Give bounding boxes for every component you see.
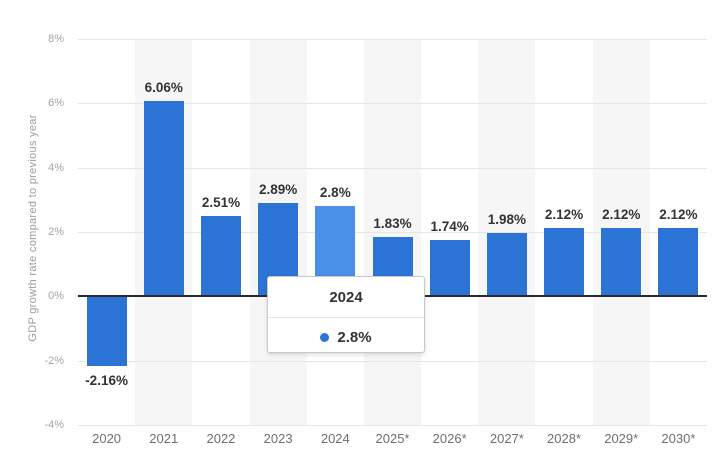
bar-value-label: 2.12% — [659, 207, 698, 223]
x-axis-label: 2021 — [149, 431, 179, 446]
bar-value-label: 2.12% — [544, 207, 584, 223]
y-tick-label: 8% — [48, 33, 64, 45]
x-axis-label: 2028* — [547, 431, 582, 446]
tooltip: 2024 2.8% — [267, 276, 425, 353]
x-axis-label: 2024 — [320, 431, 350, 446]
bar-value-label: 6.06% — [144, 80, 183, 96]
x-axis-label: 2030* — [661, 431, 696, 446]
x-axis-label: 2022 — [206, 431, 236, 446]
bar-2029[interactable] — [601, 228, 642, 297]
bar-value-label: -2.16% — [85, 372, 128, 388]
tooltip-value-row: 2.8% — [268, 318, 424, 346]
bar-2022[interactable] — [200, 215, 241, 297]
x-axis-label: 2025* — [375, 431, 410, 446]
bar-2027[interactable] — [486, 232, 527, 297]
bar-value-label: 2.89% — [258, 182, 298, 198]
bar-value-label: 2.12% — [602, 207, 641, 223]
gridline — [78, 103, 707, 105]
y-tick-label: 6% — [48, 97, 64, 110]
x-axis-label: 2026* — [432, 431, 467, 446]
x-axis-label: 2023 — [263, 431, 293, 446]
tooltip-value: 2.8% — [337, 329, 372, 346]
y-tick-label: -4% — [44, 419, 64, 431]
y-tick-label: -2% — [44, 354, 64, 367]
bar-2020[interactable] — [86, 296, 127, 366]
bar-2021[interactable] — [143, 101, 184, 297]
gridline — [78, 425, 707, 426]
bar-value-label: 1.83% — [373, 216, 412, 232]
tooltip-divider — [268, 317, 424, 318]
bar-value-label: 1.98% — [487, 211, 526, 227]
series-marker-dot-icon — [320, 333, 330, 342]
y-tick-label: 2% — [48, 226, 64, 238]
bar-2030[interactable] — [658, 228, 699, 297]
bar-2028[interactable] — [544, 228, 585, 297]
gridline — [78, 360, 707, 362]
bar-value-label: 1.74% — [430, 219, 469, 235]
bar-2026[interactable] — [429, 240, 470, 297]
bar-value-label: 2.8% — [319, 185, 351, 201]
x-axis-label: 2027* — [489, 431, 524, 446]
y-tick-label: 0% — [48, 290, 64, 303]
gridline — [78, 167, 707, 169]
bar-value-label: 2.51% — [201, 194, 241, 210]
gridline — [78, 232, 707, 233]
x-axis-label: 2020 — [92, 431, 122, 446]
y-tick-label: 4% — [48, 161, 64, 174]
gridline — [78, 39, 707, 40]
x-axis-label: 2029* — [604, 431, 639, 446]
tooltip-title: 2024 — [329, 289, 363, 306]
